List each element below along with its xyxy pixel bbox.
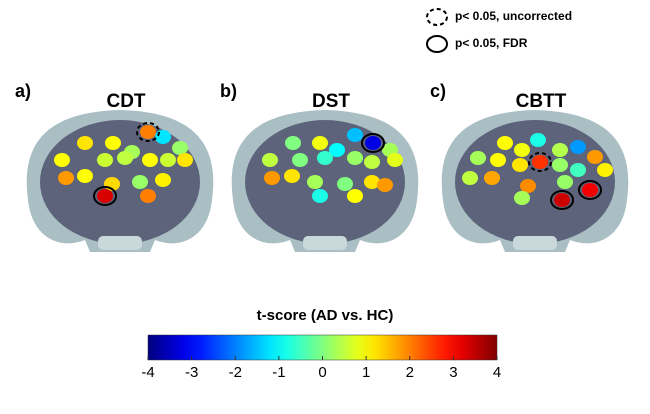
legend-uncorrected: p< 0.05, uncorrected (455, 9, 572, 23)
channel-dot (292, 153, 308, 167)
colorbar-tick-label: 4 (493, 364, 501, 381)
panel-label: a) (15, 81, 31, 101)
colorbar-tick-label: 1 (362, 364, 370, 381)
channel-dot (364, 155, 380, 169)
channel-dot (329, 143, 345, 157)
channel-dot (142, 153, 158, 167)
channel-dot (462, 171, 478, 185)
channel-dot (155, 130, 171, 144)
colorbar-tick-label: 3 (449, 364, 457, 381)
channel-dot (514, 143, 530, 157)
channel-dot (514, 191, 530, 205)
channel-dot (285, 136, 301, 150)
channel-dot (97, 153, 113, 167)
channel-dot (582, 183, 598, 197)
channel-dot (264, 171, 280, 185)
brain-panel (26, 110, 214, 252)
panel-label: b) (220, 81, 237, 101)
channel-dot (312, 189, 328, 203)
brain-stem (98, 236, 142, 250)
channel-dot (570, 140, 586, 154)
brain-cortex (40, 120, 200, 244)
channel-dot (58, 171, 74, 185)
channel-dot (347, 128, 363, 142)
channel-dot (364, 175, 380, 189)
channel-dot (140, 125, 156, 139)
colorbar-tick-label: -2 (229, 364, 242, 381)
uncorrected-marker (136, 122, 160, 142)
channel-dot (470, 151, 486, 165)
channel-dot (347, 151, 363, 165)
panel-label: c) (430, 81, 446, 101)
channel-dot (177, 153, 193, 167)
channel-dot (512, 158, 528, 172)
panel-title: CBTT (516, 91, 567, 112)
channel-dot (587, 150, 603, 164)
fdr-marker (93, 186, 117, 206)
panel-title: CDT (106, 91, 145, 112)
uncorrected-marker (528, 152, 552, 172)
colorbar-label: t-score (AD vs. HC) (257, 307, 394, 324)
fdr-marker (361, 133, 385, 153)
channel-dot (377, 178, 393, 192)
colorbar-tick-label: -4 (141, 364, 154, 381)
channel-dot (132, 175, 148, 189)
channel-dot (105, 136, 121, 150)
channel-dot (557, 175, 573, 189)
channel-dot (552, 143, 568, 157)
brain-cortex (245, 120, 405, 244)
channel-dot (284, 169, 300, 183)
colorbar (147, 334, 498, 361)
fdr-marker (578, 180, 602, 200)
channel-dot (77, 169, 93, 183)
channel-dot (570, 163, 586, 177)
channel-dot (312, 136, 328, 150)
colorbar-tick-label: -1 (272, 364, 285, 381)
colorbar-tick-label: 0 (318, 364, 326, 381)
brain-stem (513, 236, 557, 250)
panel-title: DST (312, 91, 350, 112)
fdr-marker (550, 190, 574, 210)
channel-dot (155, 173, 171, 187)
channel-dot (317, 151, 333, 165)
colorbar-tick-label: 2 (406, 364, 414, 381)
channel-dot (365, 136, 381, 150)
channel-dot (262, 153, 278, 167)
brain-stem (303, 236, 347, 250)
channel-dot (54, 153, 70, 167)
channel-dot (337, 177, 353, 191)
channel-dot (484, 171, 500, 185)
channel-dot (520, 179, 536, 193)
legend-fdr: p< 0.05, FDR (455, 36, 528, 50)
channel-dot (554, 193, 570, 207)
channel-dot (490, 153, 506, 167)
channel-dot (597, 163, 613, 177)
channel-dot (530, 133, 546, 147)
channel-dot (387, 153, 403, 167)
channel-dot (97, 189, 113, 203)
channel-dot (307, 175, 323, 189)
legend-solid-circle (426, 35, 448, 53)
channel-dot (160, 153, 176, 167)
channel-dot (172, 141, 188, 155)
channel-dot (497, 136, 513, 150)
legend-dashed-circle (426, 8, 448, 26)
channel-dot (140, 189, 156, 203)
channel-dot (347, 189, 363, 203)
channel-dot (117, 151, 133, 165)
channel-dot (552, 158, 568, 172)
channel-dot (77, 136, 93, 150)
colorbar-tick-label: -3 (185, 364, 198, 381)
channel-dot (532, 155, 548, 169)
